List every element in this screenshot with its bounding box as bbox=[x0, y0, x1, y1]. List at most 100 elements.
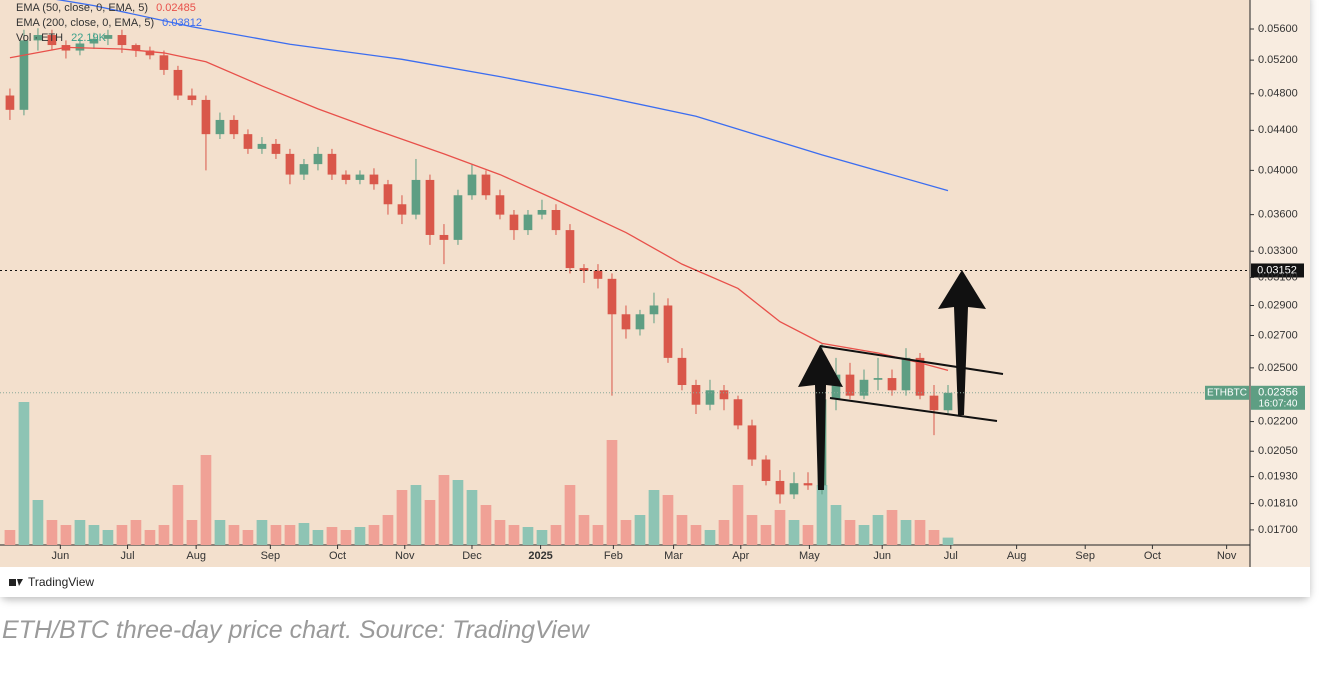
volume-bar bbox=[74, 520, 86, 545]
legend-name: EMA (200, close, 0, EMA, 5) bbox=[16, 17, 154, 29]
y-tick-label: 0.03100 bbox=[1258, 271, 1298, 283]
candle-body bbox=[47, 35, 57, 46]
candle-body bbox=[271, 143, 281, 154]
legend-value: 0.03812 bbox=[162, 17, 202, 29]
caption: ETH/BTC three-day price chart. Source: T… bbox=[2, 616, 589, 644]
y-tick-label: 0.01700 bbox=[1258, 524, 1298, 536]
volume-bar bbox=[732, 485, 744, 545]
candle-body bbox=[495, 195, 505, 215]
candle-body bbox=[859, 379, 869, 396]
candle-body bbox=[439, 234, 449, 240]
candle-body bbox=[761, 459, 771, 481]
volume-bar bbox=[410, 485, 422, 545]
volume-bar bbox=[424, 500, 436, 545]
volume-bar bbox=[242, 530, 254, 545]
volume-bar bbox=[438, 475, 450, 545]
x-tick-label: Aug bbox=[186, 550, 206, 562]
candle-body bbox=[145, 50, 155, 56]
volume-bar bbox=[4, 530, 16, 545]
candle-body bbox=[341, 174, 351, 180]
volume-bar bbox=[886, 510, 898, 545]
volume-bar bbox=[452, 480, 464, 545]
logo-mark bbox=[9, 579, 16, 586]
volume-bar bbox=[914, 520, 926, 545]
candle-body bbox=[775, 480, 785, 495]
volume-bar bbox=[634, 515, 646, 545]
countdown-label: 16:07:40 bbox=[1259, 398, 1298, 409]
footer bbox=[0, 567, 1310, 597]
volume-bar bbox=[648, 490, 660, 545]
candle-body bbox=[33, 35, 43, 41]
symbol-label: ETHBTC bbox=[1207, 387, 1247, 398]
y-tick-label: 0.02200 bbox=[1258, 415, 1298, 427]
x-tick-label: Aug bbox=[1007, 550, 1027, 562]
x-tick-label: Oct bbox=[1144, 550, 1161, 562]
candle-body bbox=[467, 174, 477, 196]
candle-body bbox=[187, 95, 197, 100]
volume-bar bbox=[592, 525, 604, 545]
arrow-up-left bbox=[798, 345, 843, 490]
flag-top-line bbox=[819, 345, 1004, 375]
volume-bar bbox=[340, 530, 352, 545]
volume-bar bbox=[102, 530, 114, 545]
volume-bar bbox=[18, 402, 30, 545]
candle-body bbox=[719, 390, 729, 400]
volume-bar bbox=[578, 515, 590, 545]
volume-bar bbox=[900, 520, 912, 545]
volume-bar bbox=[564, 485, 576, 545]
candle-body bbox=[747, 425, 757, 460]
price-label-bg bbox=[1251, 385, 1305, 410]
x-tick-label: Nov bbox=[1217, 550, 1237, 562]
candle-body bbox=[901, 357, 911, 391]
candle-body bbox=[551, 209, 561, 231]
candle-body bbox=[691, 385, 701, 405]
candle-body bbox=[285, 153, 295, 175]
candle-body bbox=[397, 204, 407, 215]
volume-bar bbox=[256, 520, 268, 545]
volume-bar bbox=[368, 525, 380, 545]
volume-bar bbox=[116, 525, 128, 545]
x-tick-label: Jun bbox=[51, 550, 69, 562]
level-label-bg bbox=[1251, 263, 1304, 278]
candle-body bbox=[789, 483, 799, 495]
legend-name: Vol · ETH bbox=[16, 32, 63, 44]
volume-bar bbox=[144, 530, 156, 545]
candle-body bbox=[607, 278, 617, 315]
candle-layer bbox=[5, 0, 953, 504]
candle-body bbox=[831, 374, 841, 400]
x-tick-label: Sep bbox=[1075, 550, 1095, 562]
y-tick-label: 0.04400 bbox=[1258, 124, 1298, 136]
volume-bar bbox=[746, 515, 758, 545]
candle-body bbox=[845, 374, 855, 396]
candle-body bbox=[411, 179, 421, 215]
volume-bar bbox=[606, 440, 618, 545]
candle-body bbox=[257, 143, 267, 149]
candle-body bbox=[103, 35, 113, 39]
volume-bar bbox=[774, 510, 786, 545]
price-label: 0.02356 bbox=[1258, 387, 1298, 399]
x-tick-label: Mar bbox=[664, 550, 683, 562]
x-tick-label: Feb bbox=[604, 550, 623, 562]
candle-body bbox=[313, 153, 323, 165]
candle-body bbox=[173, 69, 183, 96]
x-tick-label: Jul bbox=[121, 550, 135, 562]
candle-body bbox=[523, 214, 533, 231]
candle-body bbox=[565, 230, 575, 269]
y-tick-label: 0.03600 bbox=[1258, 209, 1298, 221]
x-tick-label: Oct bbox=[329, 550, 346, 562]
volume-bar bbox=[32, 500, 44, 545]
candle-body bbox=[649, 305, 659, 315]
candle-body bbox=[677, 357, 687, 386]
axis-bg bbox=[1250, 0, 1310, 567]
candle-body bbox=[369, 174, 379, 185]
candle-body bbox=[705, 390, 715, 405]
candle-body bbox=[929, 395, 939, 411]
volume-bar bbox=[536, 530, 548, 545]
volume-bar bbox=[858, 525, 870, 545]
y-tick-label: 0.03300 bbox=[1258, 245, 1298, 257]
x-tick-label: Nov bbox=[395, 550, 415, 562]
candle-body bbox=[201, 99, 211, 135]
candle-body bbox=[579, 268, 589, 271]
volume-bar bbox=[228, 525, 240, 545]
volume-bar bbox=[872, 515, 884, 545]
